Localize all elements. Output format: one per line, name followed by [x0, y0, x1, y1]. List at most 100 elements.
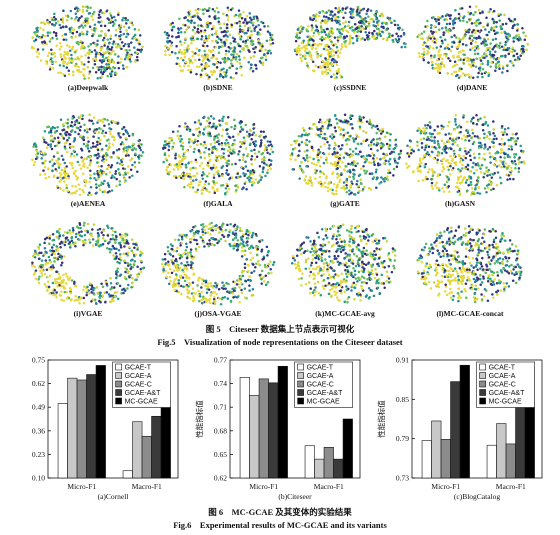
scatter-point: [258, 49, 262, 53]
scatter-point: [445, 151, 448, 155]
scatter-point: [407, 164, 411, 168]
scatter-point: [311, 60, 315, 63]
scatter-point: [261, 170, 265, 174]
scatter-point: [100, 68, 103, 71]
scatter-point: [164, 49, 167, 53]
scatter-point: [89, 146, 93, 149]
scatter-point: [472, 61, 476, 64]
scatter-point: [197, 24, 200, 27]
scatter-point: [330, 35, 333, 38]
scatter-point: [124, 18, 127, 22]
scatter-point: [477, 156, 481, 160]
scatter-point: [109, 288, 112, 291]
scatter-point: [319, 26, 323, 29]
scatter-point: [139, 259, 143, 263]
scatter-point: [483, 115, 486, 119]
scatter-point: [464, 135, 468, 139]
scatter-point: [181, 145, 185, 148]
scatter-point: [115, 272, 118, 276]
scatter-point: [328, 147, 331, 150]
scatter-point: [309, 178, 312, 182]
scatter-point: [118, 261, 121, 265]
scatter-point: [466, 56, 469, 60]
scatter-point: [211, 151, 214, 154]
scatter-point: [189, 59, 192, 62]
scatter-point: [51, 164, 55, 168]
scatter-point: [83, 123, 86, 126]
scatter-point: [200, 63, 203, 66]
scatter-point: [333, 113, 337, 117]
scatter-point: [92, 10, 96, 14]
scatter-point: [338, 178, 342, 182]
scatter-point: [227, 145, 231, 149]
scatter-point: [113, 291, 117, 294]
scatter-point: [321, 59, 325, 63]
scatter-point: [336, 151, 339, 155]
scatter-point: [119, 246, 123, 249]
scatter-point: [65, 184, 68, 187]
scatter-point: [266, 51, 269, 55]
scatter-point: [191, 28, 195, 32]
scatter-point: [477, 176, 480, 179]
scatter-point: [451, 65, 455, 69]
scatter-point: [138, 146, 142, 150]
scatter-point: [225, 38, 228, 42]
scatter-point: [379, 157, 382, 161]
scatter-point: [263, 159, 266, 162]
scatter-point: [259, 143, 263, 147]
scatter-point: [213, 16, 216, 19]
scatter-point: [248, 26, 251, 29]
scatter-point: [418, 128, 422, 132]
scatter-point: [252, 47, 255, 50]
scatter-point: [43, 165, 47, 169]
scatter-point: [232, 55, 235, 59]
scatter-point: [372, 157, 375, 160]
scatter-point: [101, 155, 105, 159]
scatter-point: [105, 282, 108, 285]
scatter-point: [180, 292, 183, 296]
scatter-point: [96, 148, 100, 152]
scatter-point: [345, 180, 348, 184]
scatter-point: [348, 42, 351, 45]
scatter-point: [55, 230, 59, 233]
scatter-point: [442, 167, 446, 171]
scatter-point: [482, 136, 486, 140]
scatter-point: [239, 145, 242, 148]
scatter-point: [451, 139, 454, 142]
scatter-point: [78, 223, 82, 227]
scatter-point: [205, 119, 209, 123]
scatter-point: [117, 13, 120, 16]
scatter-point: [421, 43, 425, 47]
scatter-point: [294, 141, 298, 145]
scatter-point: [459, 15, 462, 18]
scatter-point: [110, 58, 114, 61]
scatter-point: [177, 31, 180, 35]
scatter-point: [446, 139, 450, 143]
scatter-point: [322, 172, 326, 176]
scatter-point: [98, 59, 102, 62]
scatter-point: [96, 291, 100, 295]
scatter-point: [379, 144, 382, 148]
scatter-point: [160, 262, 164, 266]
scatter-point: [88, 72, 91, 76]
scatter-point: [222, 235, 226, 239]
scatter-point: [86, 51, 89, 55]
scatter-point: [85, 21, 89, 25]
scatter-point: [131, 163, 134, 167]
scatter-point: [188, 12, 191, 16]
scatter-point: [479, 117, 482, 120]
scatter-point: [227, 143, 230, 146]
scatter-point: [119, 256, 122, 259]
scatter-point: [295, 139, 299, 142]
scatter-point: [173, 269, 176, 272]
scatter-point: [205, 62, 208, 66]
scatter-point: [464, 149, 467, 153]
scatter-point: [215, 181, 218, 184]
scatter-point: [57, 272, 61, 276]
scatter-point: [96, 140, 99, 144]
scatter-point: [420, 32, 424, 35]
scatter-point: [468, 134, 471, 137]
scatter-point: [504, 22, 508, 26]
scatter-point: [80, 147, 83, 151]
scatter-point: [65, 282, 68, 285]
